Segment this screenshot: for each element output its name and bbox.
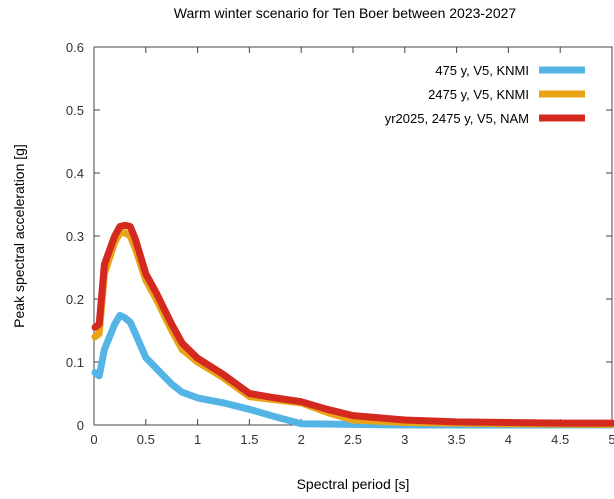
series-line-1 — [91, 311, 614, 429]
x-tick-label: 2 — [298, 432, 305, 447]
x-tick-label: 1.5 — [240, 432, 258, 447]
x-tick-label: 0 — [90, 432, 97, 447]
y-tick-label: 0.6 — [66, 40, 84, 55]
y-tick-label: 0 — [77, 418, 84, 433]
x-axis-label: Spectral period [s] — [297, 476, 410, 492]
plot-frame — [93, 46, 613, 426]
series-line-3 — [91, 221, 614, 427]
y-axis-label: Peak spectral acceleration [g] — [11, 144, 27, 328]
legend: 475 y, V5, KNMI 2475 y, V5, KNMI yr2025, 2… — [385, 63, 585, 126]
x-tick-label: 4 — [505, 432, 512, 447]
x-tick-label: 1 — [194, 432, 201, 447]
series-layer — [91, 221, 614, 429]
y-tick-label: 0.4 — [66, 166, 84, 181]
y-tick-label: 0.3 — [66, 229, 84, 244]
legend-label-1: 475 y, V5, KNMI — [435, 63, 529, 78]
ticks-layer: 0 0.5 1 1.5 2 2.5 3 3.5 4 4.5 5 0 0.1 0.2 0.3 0.4 0.5 0.6 — [66, 40, 614, 447]
y-tick-label: 0.1 — [66, 355, 84, 370]
legend-label-3: yr2025, 2475 y, V5, NAM — [385, 111, 529, 126]
chart-title: Warm winter scenario for Ten Boer betwee… — [174, 5, 517, 21]
x-tick-label: 3 — [401, 432, 408, 447]
x-tick-label: 5 — [608, 432, 614, 447]
y-tick-label: 0.2 — [66, 292, 84, 307]
legend-label-2: 2475 y, V5, KNMI — [428, 87, 529, 102]
x-tick-label: 0.5 — [137, 432, 155, 447]
x-tick-label: 2.5 — [344, 432, 362, 447]
x-tick-label: 3.5 — [448, 432, 466, 447]
y-tick-label: 0.5 — [66, 103, 84, 118]
x-tick-label: 4.5 — [551, 432, 569, 447]
